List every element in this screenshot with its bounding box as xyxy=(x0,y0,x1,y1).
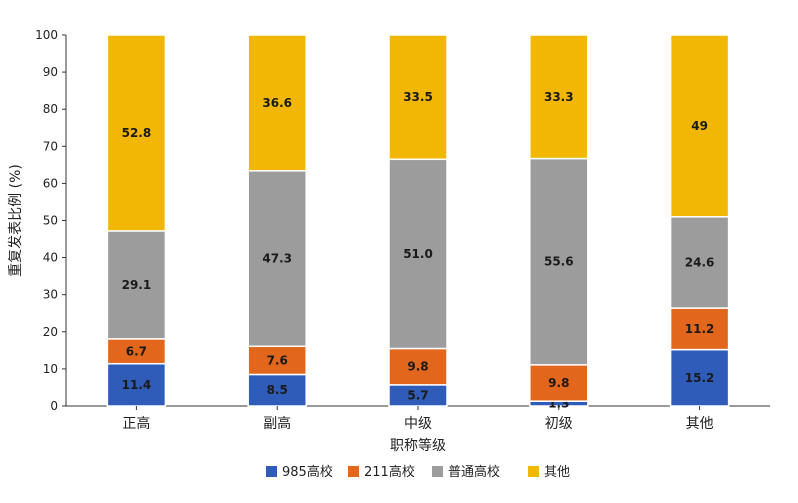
y-tick-label: 10 xyxy=(43,362,58,376)
y-tick-label: 80 xyxy=(43,102,58,116)
legend-swatch xyxy=(266,466,277,477)
plot-area: 0 10 20 30 40 50 60 70 80 90 100 11.4 6.7 29.1 52.8 正高 8… xyxy=(35,28,770,432)
category-label: 中级 xyxy=(404,416,432,432)
bar-segment xyxy=(669,348,730,407)
data-label: 49 xyxy=(691,119,708,133)
data-label: 9.8 xyxy=(548,376,569,390)
data-label: 15.2 xyxy=(685,371,715,385)
y-tick-label: 50 xyxy=(43,214,58,228)
bar-segment xyxy=(106,362,167,407)
y-axis-title: 重复发表比例 (%) xyxy=(7,164,24,277)
y-tick-label: 40 xyxy=(43,251,58,265)
bar-segment xyxy=(529,157,589,366)
bar-segment xyxy=(388,158,448,350)
y-tick-label: 90 xyxy=(43,65,58,79)
data-label: 5.7 xyxy=(407,388,428,402)
bar-segment xyxy=(669,216,730,309)
legend-label: 985高校 xyxy=(282,464,333,480)
y-tick-label: 100 xyxy=(35,28,58,42)
data-label: 11.4 xyxy=(122,378,152,392)
data-label: 47.3 xyxy=(262,252,292,266)
bar-segment xyxy=(247,345,307,376)
data-label: 8.5 xyxy=(267,383,288,397)
bar-segment xyxy=(388,34,448,161)
data-label: 24.6 xyxy=(685,255,715,269)
data-label: 7.6 xyxy=(267,353,288,367)
bar-segment xyxy=(247,170,307,348)
data-label: 36.6 xyxy=(262,96,292,110)
category-label: 其他 xyxy=(686,416,714,432)
bar-segment xyxy=(529,34,589,160)
legend-swatch xyxy=(348,466,359,477)
data-label: 33.5 xyxy=(403,90,433,104)
data-label: 52.8 xyxy=(122,126,152,140)
bar-segment xyxy=(529,364,589,402)
data-label: 51.0 xyxy=(403,247,433,261)
data-label: 33.3 xyxy=(544,90,574,104)
data-label: 11.2 xyxy=(685,322,715,336)
legend-swatch xyxy=(528,466,539,477)
bar-segment xyxy=(106,34,167,232)
data-label: 6.7 xyxy=(126,344,147,358)
legend-label: 其他 xyxy=(544,465,570,480)
legend: 985高校 211高校 普通高校 其他 xyxy=(266,464,570,480)
y-tick-label: 0 xyxy=(50,399,58,413)
data-label: 55.6 xyxy=(544,255,574,269)
legend-label: 211高校 xyxy=(364,464,415,480)
y-tick-label: 20 xyxy=(43,325,58,339)
category-label: 副高 xyxy=(263,415,291,432)
data-label: 29.1 xyxy=(122,278,152,292)
bar-segment xyxy=(669,34,730,218)
x-axis-title: 职称等级 xyxy=(390,437,446,454)
data-label: 9.8 xyxy=(407,360,428,374)
y-tick-label: 70 xyxy=(43,139,58,153)
legend-label: 普通高校 xyxy=(448,464,500,480)
bar-segment xyxy=(388,347,448,386)
bar-segment xyxy=(247,34,307,172)
category-label: 正高 xyxy=(122,415,150,432)
y-tick-label: 60 xyxy=(43,176,58,190)
bar-segment xyxy=(106,230,167,340)
y-tick-label: 30 xyxy=(43,288,58,302)
category-label: 初级 xyxy=(545,415,573,432)
bar-segment xyxy=(247,373,307,407)
legend-swatch xyxy=(432,466,443,477)
